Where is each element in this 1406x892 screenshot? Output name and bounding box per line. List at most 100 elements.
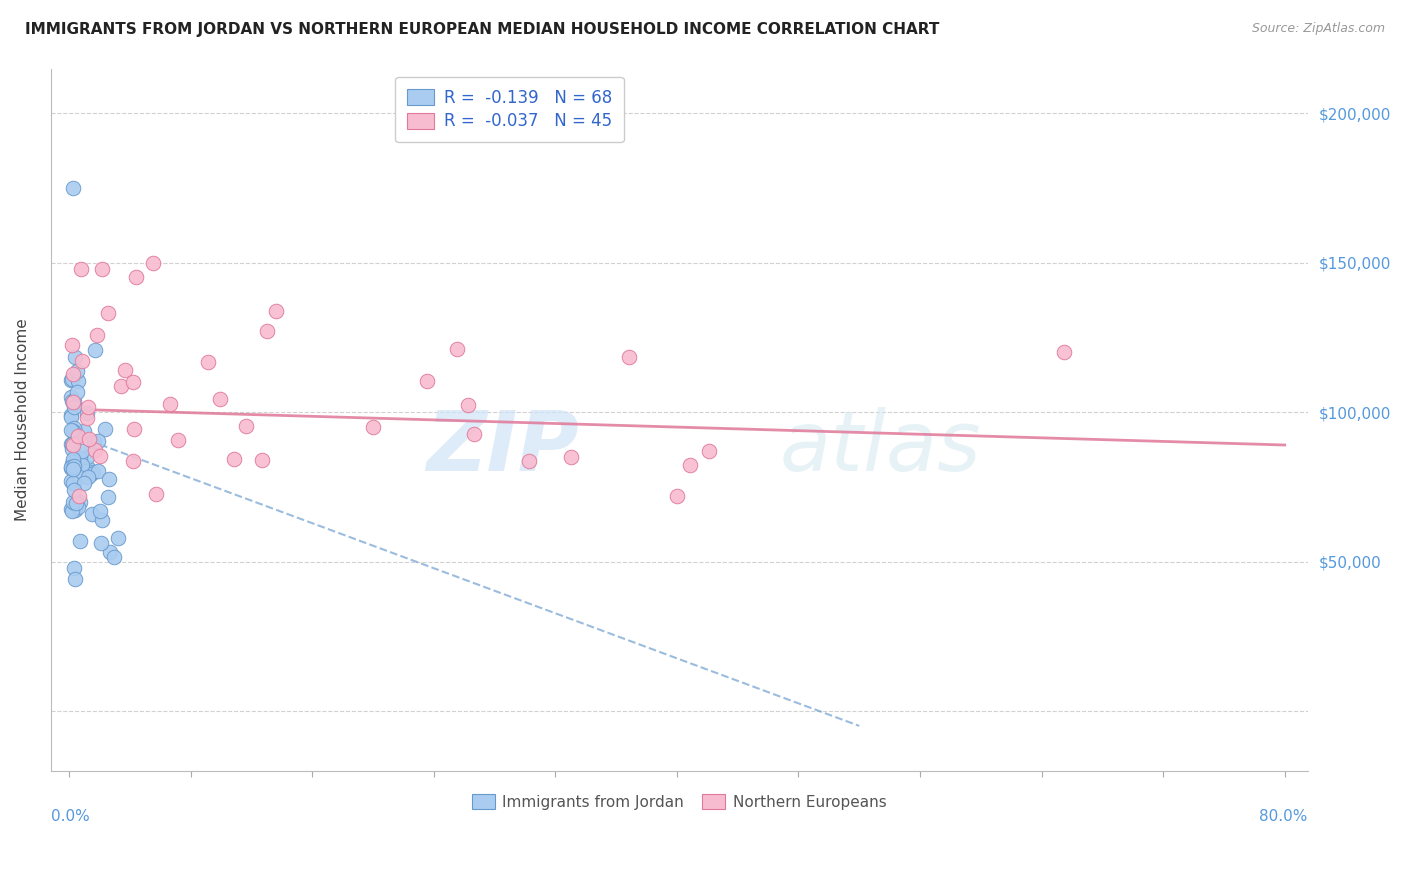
Point <box>446 342 468 356</box>
Point <box>60 457 83 471</box>
Point <box>91 261 114 276</box>
Point <box>457 398 479 412</box>
Text: 0.0%: 0.0% <box>51 809 90 824</box>
Point <box>107 531 129 545</box>
Point <box>65 425 87 440</box>
Point <box>62 462 84 476</box>
Point <box>69 450 91 465</box>
Point <box>256 325 278 339</box>
Point <box>266 304 288 318</box>
Point <box>62 476 84 491</box>
Point <box>76 411 98 425</box>
Point <box>59 474 82 488</box>
Point <box>67 429 90 443</box>
Y-axis label: Median Household Income: Median Household Income <box>15 318 30 521</box>
Point <box>77 401 100 415</box>
Point <box>62 495 84 509</box>
Point <box>62 395 84 409</box>
Point <box>142 256 165 270</box>
Point <box>560 450 582 464</box>
Point <box>63 483 86 497</box>
Point <box>416 374 439 388</box>
Point <box>59 410 82 425</box>
Point <box>60 372 83 386</box>
Point <box>617 350 640 364</box>
Text: IMMIGRANTS FROM JORDAN VS NORTHERN EUROPEAN MEDIAN HOUSEHOLD INCOME CORRELATION : IMMIGRANTS FROM JORDAN VS NORTHERN EUROP… <box>25 22 939 37</box>
Point <box>167 434 190 448</box>
Point <box>67 470 90 484</box>
Point <box>517 454 540 468</box>
Point <box>145 487 167 501</box>
Point <box>62 421 84 435</box>
Point <box>97 306 120 320</box>
Point <box>80 467 103 481</box>
Point <box>70 354 93 368</box>
Point <box>679 458 702 473</box>
Point <box>69 495 91 509</box>
Point <box>361 420 384 434</box>
Point <box>250 452 273 467</box>
Point <box>63 350 86 364</box>
Point <box>60 504 83 518</box>
Point <box>89 504 111 518</box>
Point <box>159 396 181 410</box>
Point <box>93 422 115 436</box>
Point <box>697 444 720 458</box>
Point <box>67 500 90 514</box>
Point <box>197 355 219 369</box>
Point <box>87 464 110 478</box>
Point <box>121 454 143 468</box>
Point <box>59 460 82 475</box>
Point <box>235 419 257 434</box>
Point <box>60 337 83 351</box>
Point <box>63 573 86 587</box>
Point <box>69 533 91 548</box>
Point <box>89 449 111 463</box>
Text: 80.0%: 80.0% <box>1260 809 1308 824</box>
Point <box>84 443 107 458</box>
Point <box>59 461 82 475</box>
Point <box>59 408 82 422</box>
Point <box>77 470 100 484</box>
Point <box>1053 345 1076 359</box>
Point <box>77 432 100 446</box>
Point <box>60 442 83 457</box>
Point <box>59 423 82 437</box>
Point <box>224 451 246 466</box>
Point <box>72 424 94 438</box>
Point <box>125 269 148 284</box>
Point <box>72 443 94 458</box>
Point <box>86 327 108 342</box>
Point <box>73 475 96 490</box>
Point <box>82 465 104 479</box>
Point <box>97 490 120 504</box>
Point <box>62 181 84 195</box>
Point <box>208 392 231 407</box>
Point <box>63 428 86 442</box>
Point <box>59 373 82 387</box>
Point <box>66 384 89 399</box>
Point <box>59 390 82 404</box>
Point <box>63 456 86 470</box>
Point <box>114 363 136 377</box>
Point <box>83 434 105 449</box>
Point <box>62 367 84 381</box>
Point <box>103 549 125 564</box>
Point <box>65 364 87 378</box>
Point <box>87 434 110 448</box>
Point <box>90 536 112 550</box>
Point <box>62 438 84 452</box>
Point <box>122 375 145 389</box>
Point <box>67 489 90 503</box>
Point <box>60 393 83 408</box>
Point <box>62 560 84 574</box>
Point <box>62 400 84 414</box>
Point <box>70 458 93 472</box>
Point <box>122 422 145 436</box>
Point <box>98 545 121 559</box>
Point <box>65 496 87 510</box>
Point <box>84 343 107 357</box>
Point <box>63 458 86 473</box>
Point <box>63 502 86 516</box>
Point <box>80 507 103 521</box>
